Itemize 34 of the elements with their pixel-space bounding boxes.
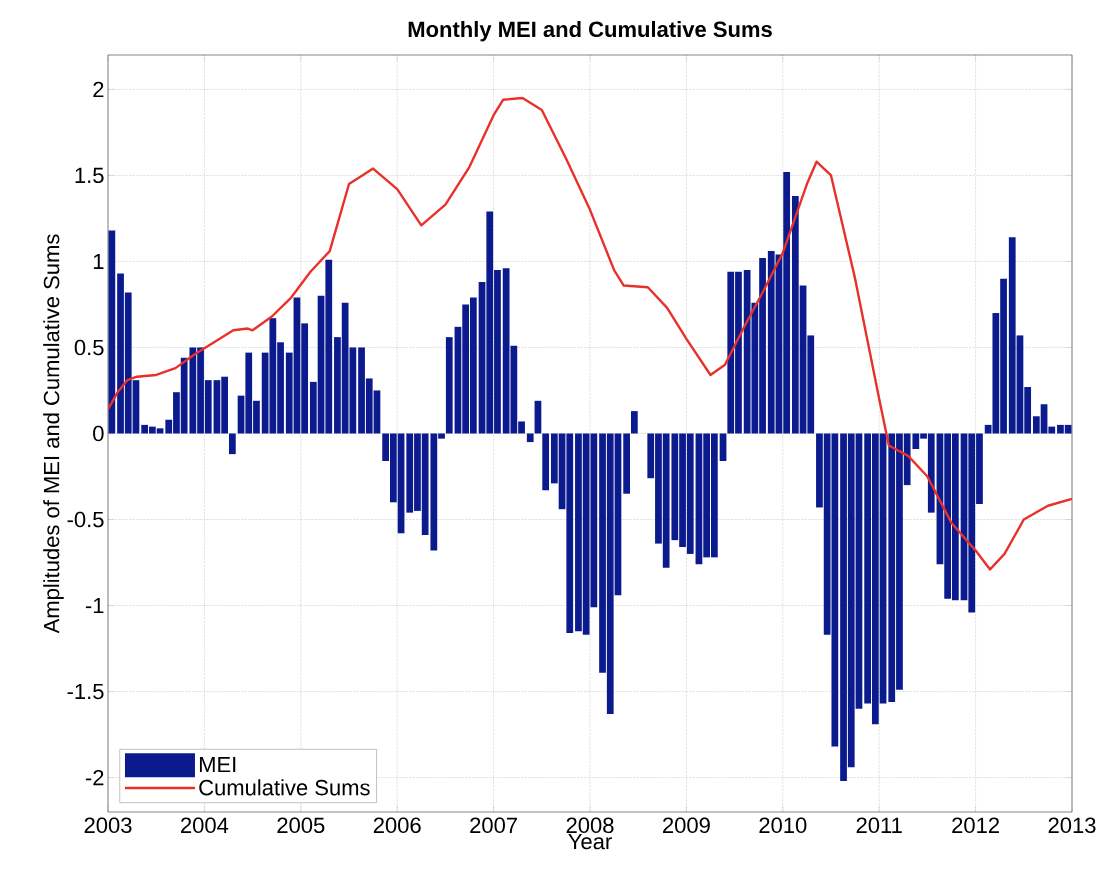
x-axis-title: Year [568,833,612,850]
x-tick-label: 2010 [759,817,807,834]
y-tick-label: 2 [93,81,104,98]
y-tick-label: -2 [85,769,104,786]
bar [630,411,638,434]
bar [108,230,116,434]
y-tick-label: 0.5 [74,339,104,356]
x-tick-label: 2009 [663,817,710,834]
bar [526,433,534,443]
y-tick-label: 0 [93,425,104,442]
bar [542,433,550,491]
x-tick-label: 2007 [470,817,517,834]
x-tick-label: 2004 [181,817,229,834]
y-tick-label: -1.5 [67,683,104,700]
bar [719,433,727,462]
x-tick-label: 2011 [856,817,902,834]
legend-label: Cumulative Sums [199,779,370,796]
x-tick-label: 2012 [952,817,999,834]
chart-title: Monthly MEI and Cumulative Sums [408,20,772,42]
legend-label: MEI [199,756,236,773]
y-tick-label: -1 [85,597,104,614]
y-tick-label: -0.5 [67,511,104,528]
x-tick-label: 2006 [373,817,421,834]
bar [228,433,236,455]
x-tick-label: 2013 [1048,817,1096,834]
line-series [108,96,1073,571]
bar [445,337,453,434]
x-tick-label: 2005 [277,817,325,834]
y-axis-title: Amplitudes of MEI and Cumulative Sums [43,234,64,634]
x-tick-label: 2003 [84,817,132,834]
x-tick-label: 2008 [566,817,614,834]
y-tick-label: 1.5 [75,167,104,184]
bar [623,433,631,494]
y-tick-label: 1 [93,253,104,270]
